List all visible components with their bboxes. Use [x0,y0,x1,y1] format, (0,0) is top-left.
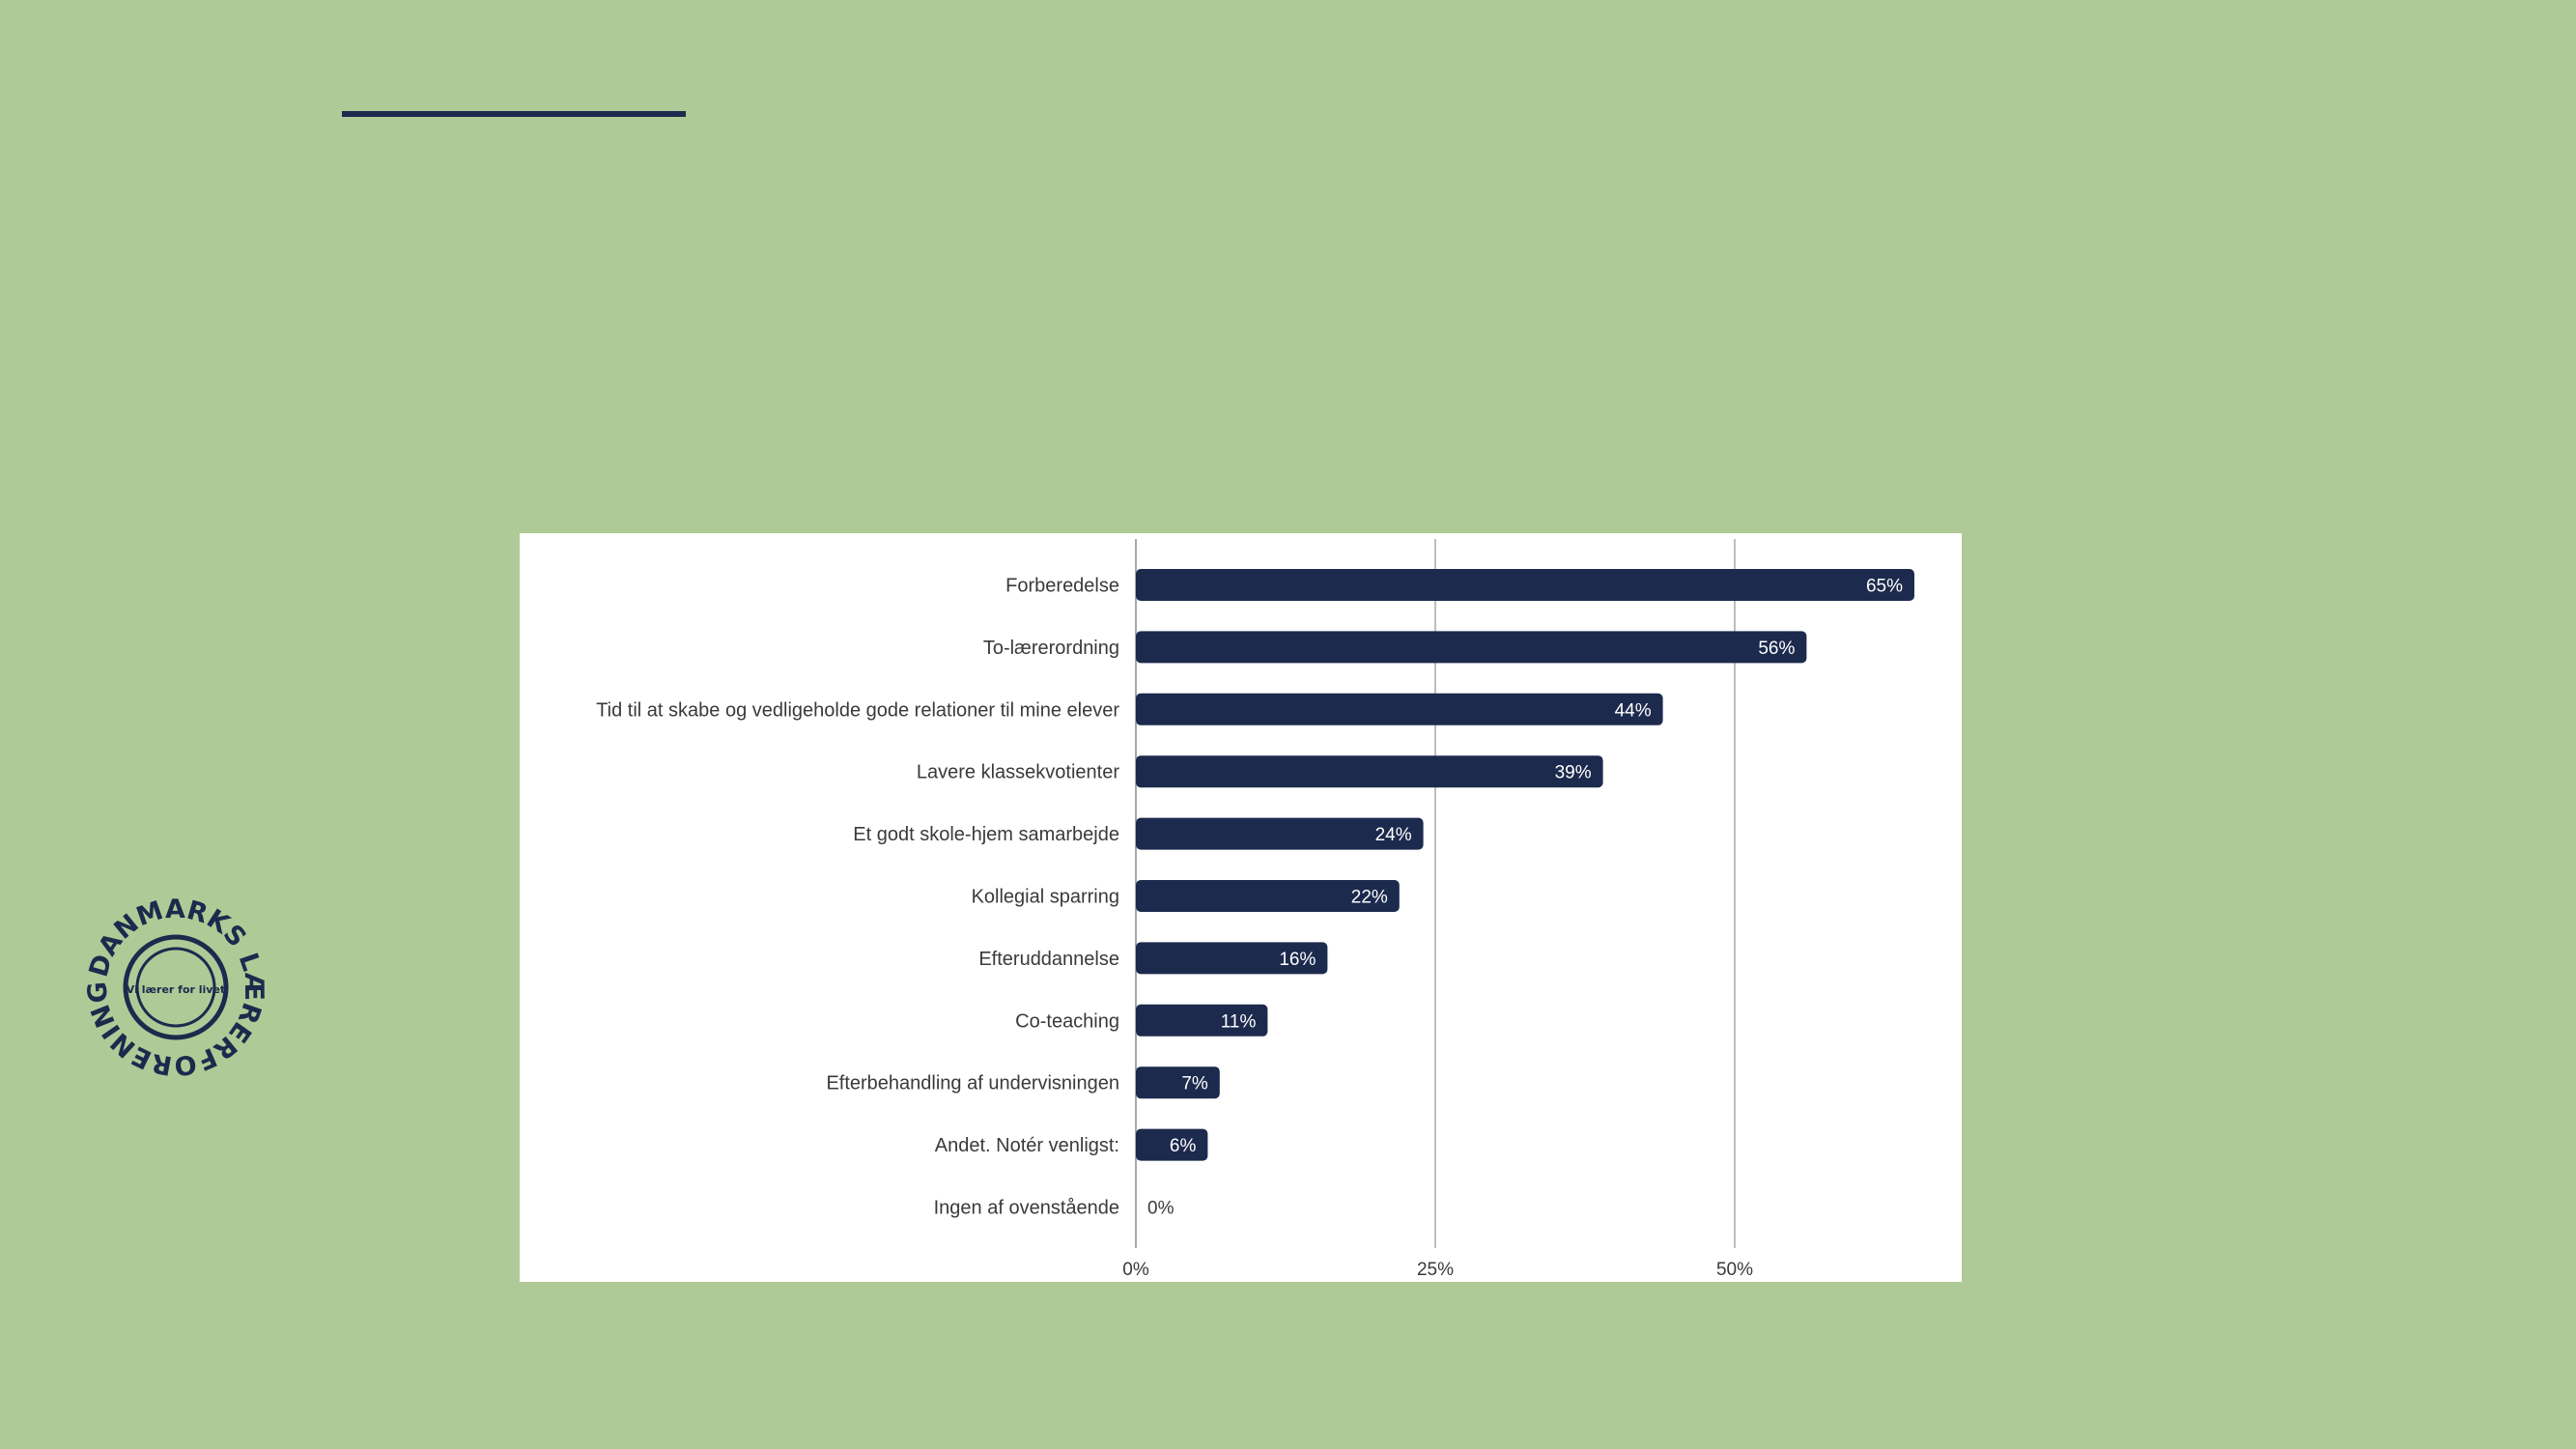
value-label: 16% [1279,950,1316,970]
value-label: 6% [1170,1136,1197,1156]
value-label: 0% [1147,1199,1175,1219]
bar [1136,1004,1268,1037]
category-label: Efteruddannelse [978,949,1119,970]
value-label: 24% [1375,825,1412,845]
x-tick-label: 25% [1417,1260,1454,1280]
danmarks-laererforening-seal-icon: DANMARKS LÆRERFORENING Vi lærer for live… [79,891,272,1084]
logo-inner-text: Vi lærer for livet [127,983,225,996]
bar-chart: Forberedelse To-lærerordning Tid til at sk… [596,539,1914,1280]
bar [1136,942,1328,975]
value-label: 22% [1351,888,1388,908]
category-label: Andet. Notér venligst: [935,1135,1119,1156]
category-label: Lavere klassekvotienter [917,762,1119,783]
category-label: Forberedelse [1005,576,1119,597]
x-tick-label: 50% [1716,1260,1753,1280]
value-labels: 65% 56% 44% 39% 24% 22% 16% 11% 7% 6% 0% [1147,577,1903,1219]
category-label: Ingen af ovenstående [934,1198,1119,1219]
bar [1136,1128,1208,1161]
chart-panel: Forberedelse To-lærerordning Tid til at sk… [520,533,1962,1282]
value-label: 11% [1221,1011,1257,1032]
x-tick-label: 0% [1122,1260,1149,1280]
value-label: 56% [1758,639,1795,659]
x-axis-ticks: 0% 25% 50% [1122,1260,1753,1280]
category-labels: Forberedelse To-lærerordning Tid til at sk… [596,576,1119,1219]
bar [1136,693,1663,725]
category-label: Efterbehandling af undervisningen [826,1073,1119,1094]
category-label: Tid til at skabe og vedligeholde gode re… [596,699,1119,721]
bars [1136,569,1914,1161]
bar [1136,631,1807,664]
value-label: 44% [1615,700,1652,721]
category-label: Co-teaching [1015,1010,1119,1032]
bar [1136,569,1914,601]
title-accent-rule [342,111,686,117]
value-label: 39% [1555,763,1592,783]
value-label: 65% [1866,577,1903,597]
value-label: 7% [1181,1074,1208,1094]
category-label: Kollegial sparring [972,887,1119,908]
bar [1136,755,1603,788]
category-label: Et godt skole-hjem samarbejde [853,824,1119,845]
category-label: To-lærerordning [983,638,1119,659]
bar [1136,880,1400,912]
bar [1136,817,1424,850]
bar [1136,1066,1220,1099]
